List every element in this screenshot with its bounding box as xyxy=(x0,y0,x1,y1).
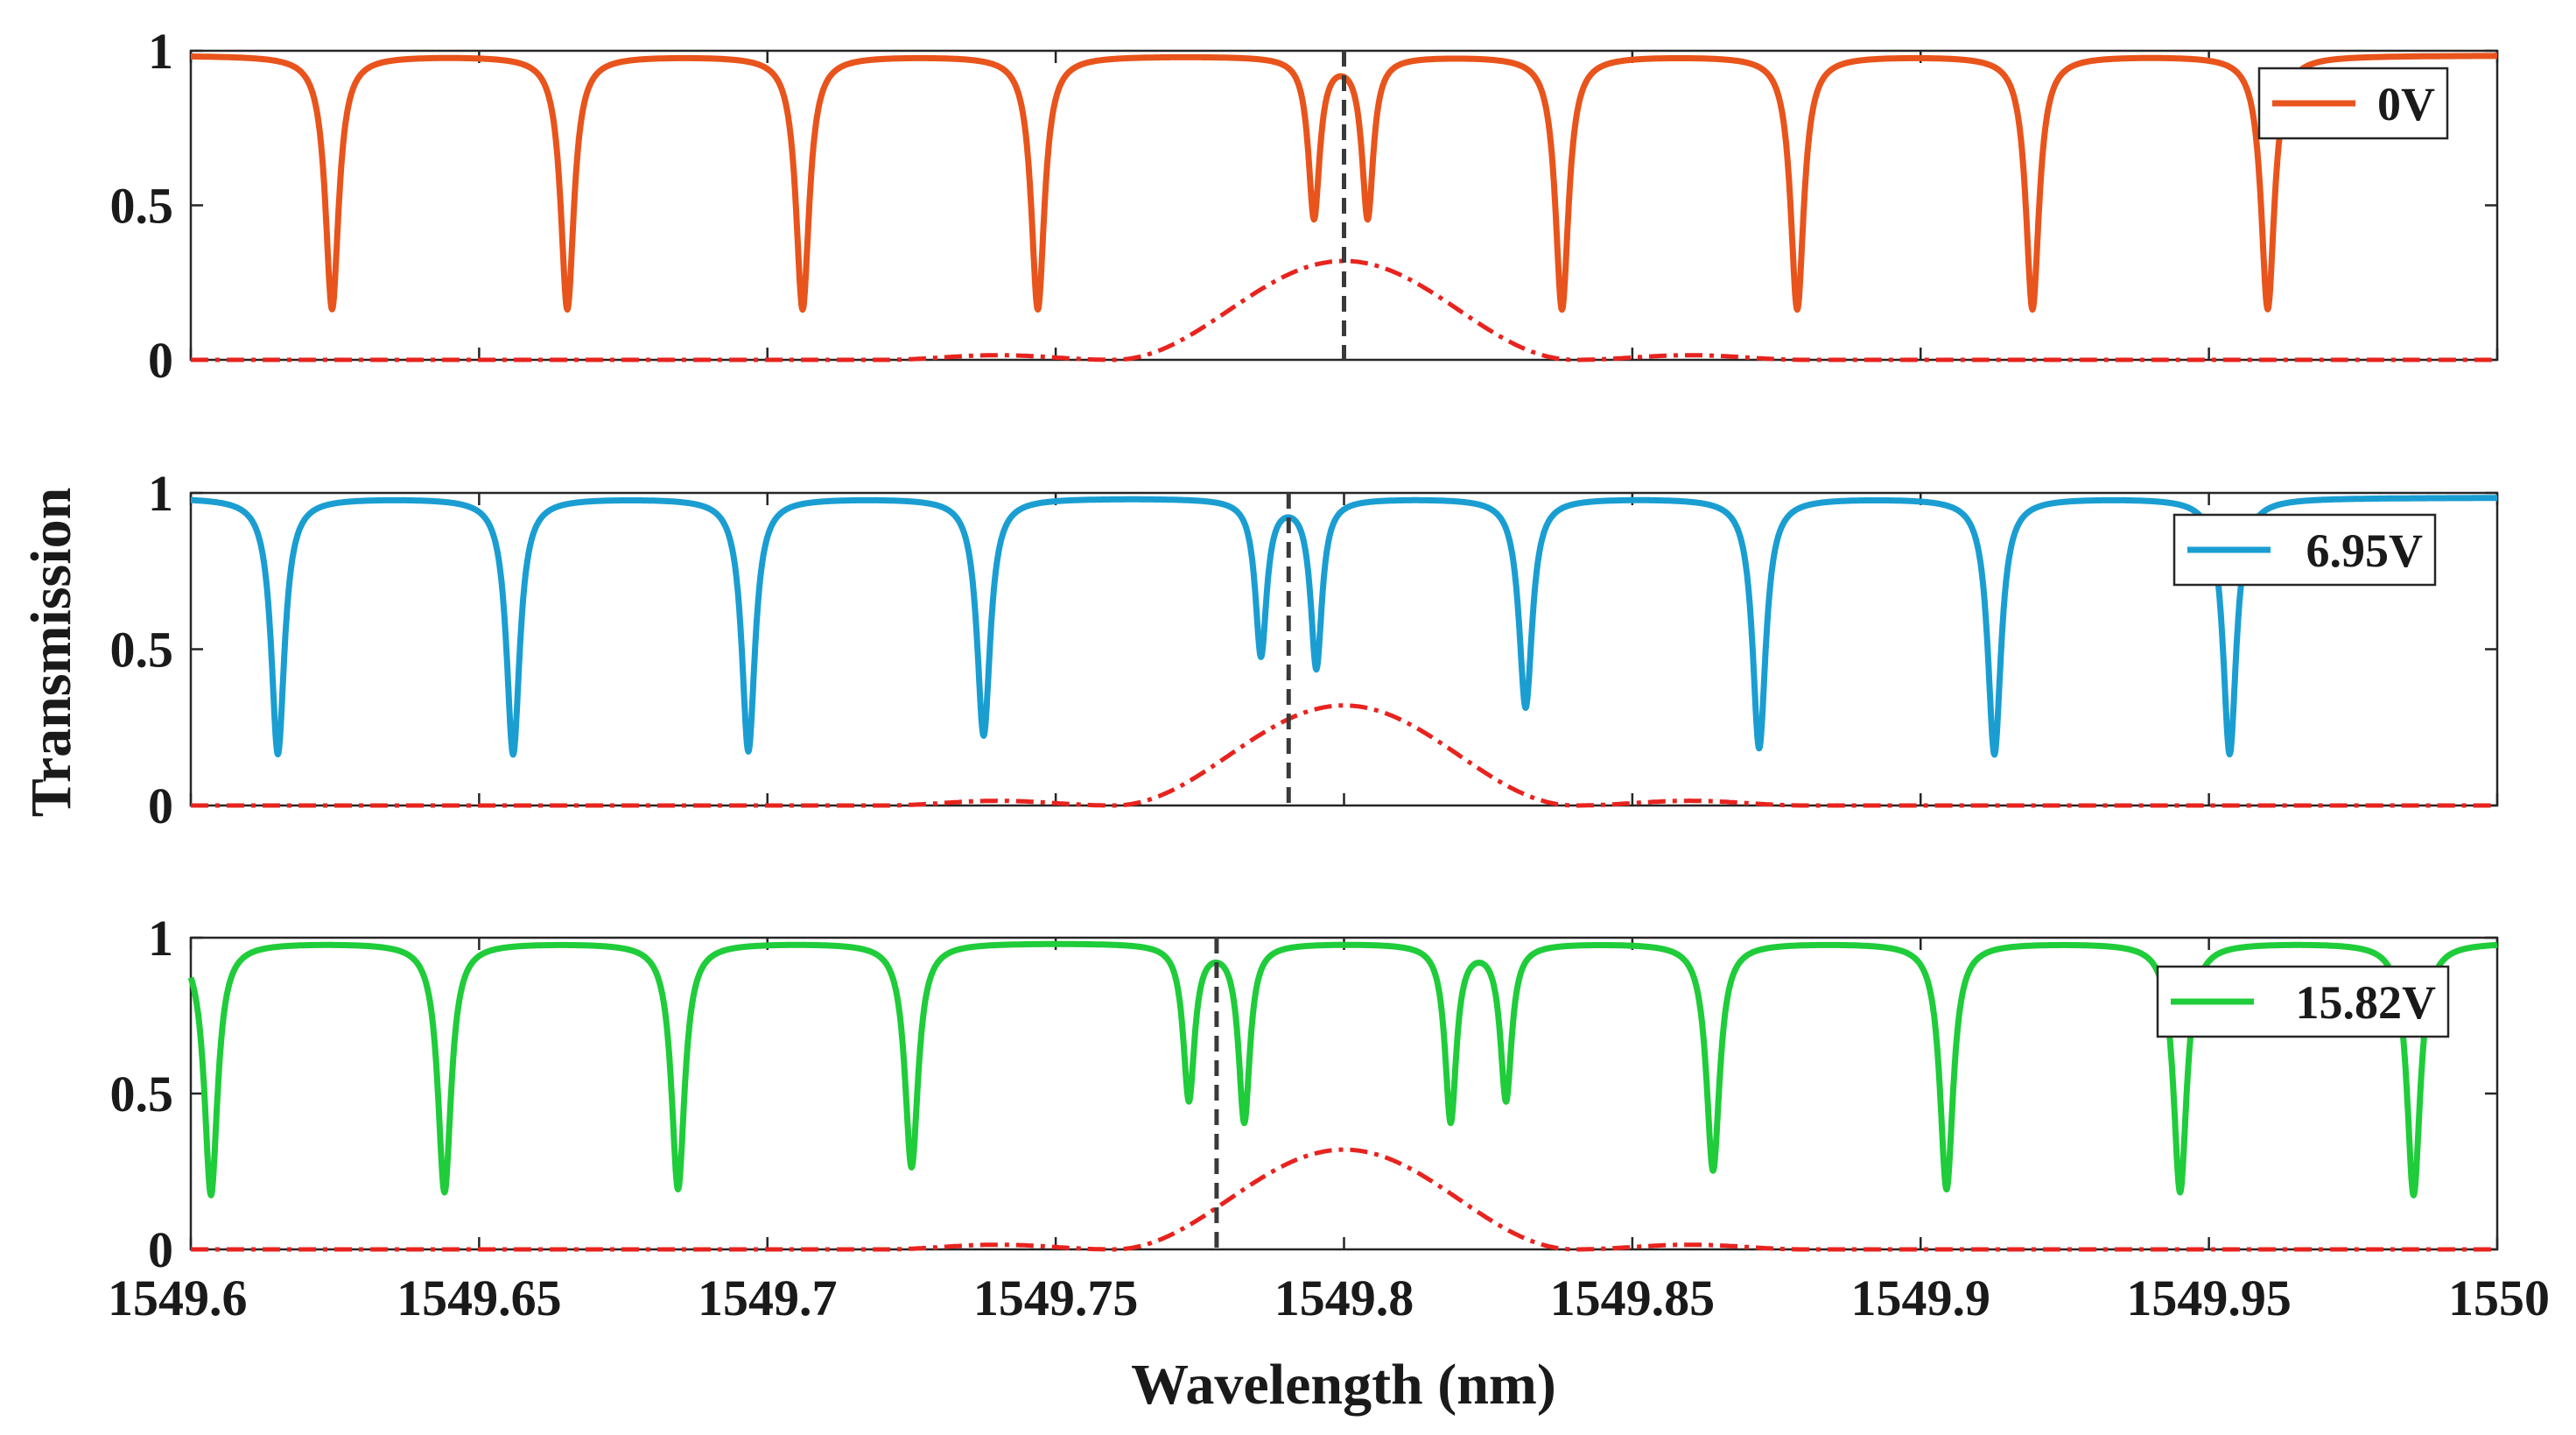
y-tick-label: 0.5 xyxy=(110,622,174,679)
y-tick-label: 0 xyxy=(148,1221,173,1278)
transmission-series-line xyxy=(188,495,2500,758)
panel-1: 0 0.5 1 0V xyxy=(110,23,2500,389)
reference-filter-curve xyxy=(191,1147,2497,1252)
x-tick-label: 1549.95 xyxy=(2126,1270,2292,1326)
y-tick-label: 0.5 xyxy=(110,1066,174,1122)
legend: 15.82V xyxy=(2156,965,2450,1038)
y-tick-label: 1 xyxy=(148,465,173,522)
y-tick-label: 0 xyxy=(148,332,173,389)
reference-filter-curve xyxy=(191,258,2497,362)
legend: 6.95V xyxy=(2172,513,2437,587)
panel-3: 1549.6 1549.65 1549.7 1549.75 1549.8 1549.85 1… xyxy=(108,910,2550,1326)
reference-filter-curve xyxy=(191,703,2497,808)
legend: 0V xyxy=(2257,67,2449,140)
x-tick-label: 1549.85 xyxy=(1550,1270,1716,1326)
x-tick-label: 1549.9 xyxy=(1851,1270,1991,1326)
y-tick-label: 0.5 xyxy=(110,178,174,235)
axes-frame xyxy=(189,936,2499,1251)
y-tick-label: 1 xyxy=(148,910,173,967)
legend-label: 0V xyxy=(2377,78,2435,130)
y-axis-label: Transmission xyxy=(19,488,83,818)
x-tick-label: 1549.65 xyxy=(397,1270,562,1326)
legend-label: 15.82V xyxy=(2296,976,2437,1029)
x-tick-label: 1549.8 xyxy=(1274,1270,1414,1326)
x-tick-label: 1550 xyxy=(2448,1270,2550,1326)
y-tick-label: 1 xyxy=(148,23,173,80)
axes-frame xyxy=(189,491,2499,807)
x-tick-label: 1549.7 xyxy=(698,1270,838,1326)
x-axis-label: Wavelength (nm) xyxy=(1131,1353,1556,1417)
panel-2: 0 0.5 1 6.95V xyxy=(110,465,2500,834)
transmission-series-line xyxy=(187,940,2500,1199)
y-tick-label: 0 xyxy=(148,777,173,834)
legend-label: 6.95V xyxy=(2306,524,2424,577)
x-tick-label: 1549.75 xyxy=(973,1270,1139,1326)
x-tick-label: 1549.6 xyxy=(108,1270,248,1326)
